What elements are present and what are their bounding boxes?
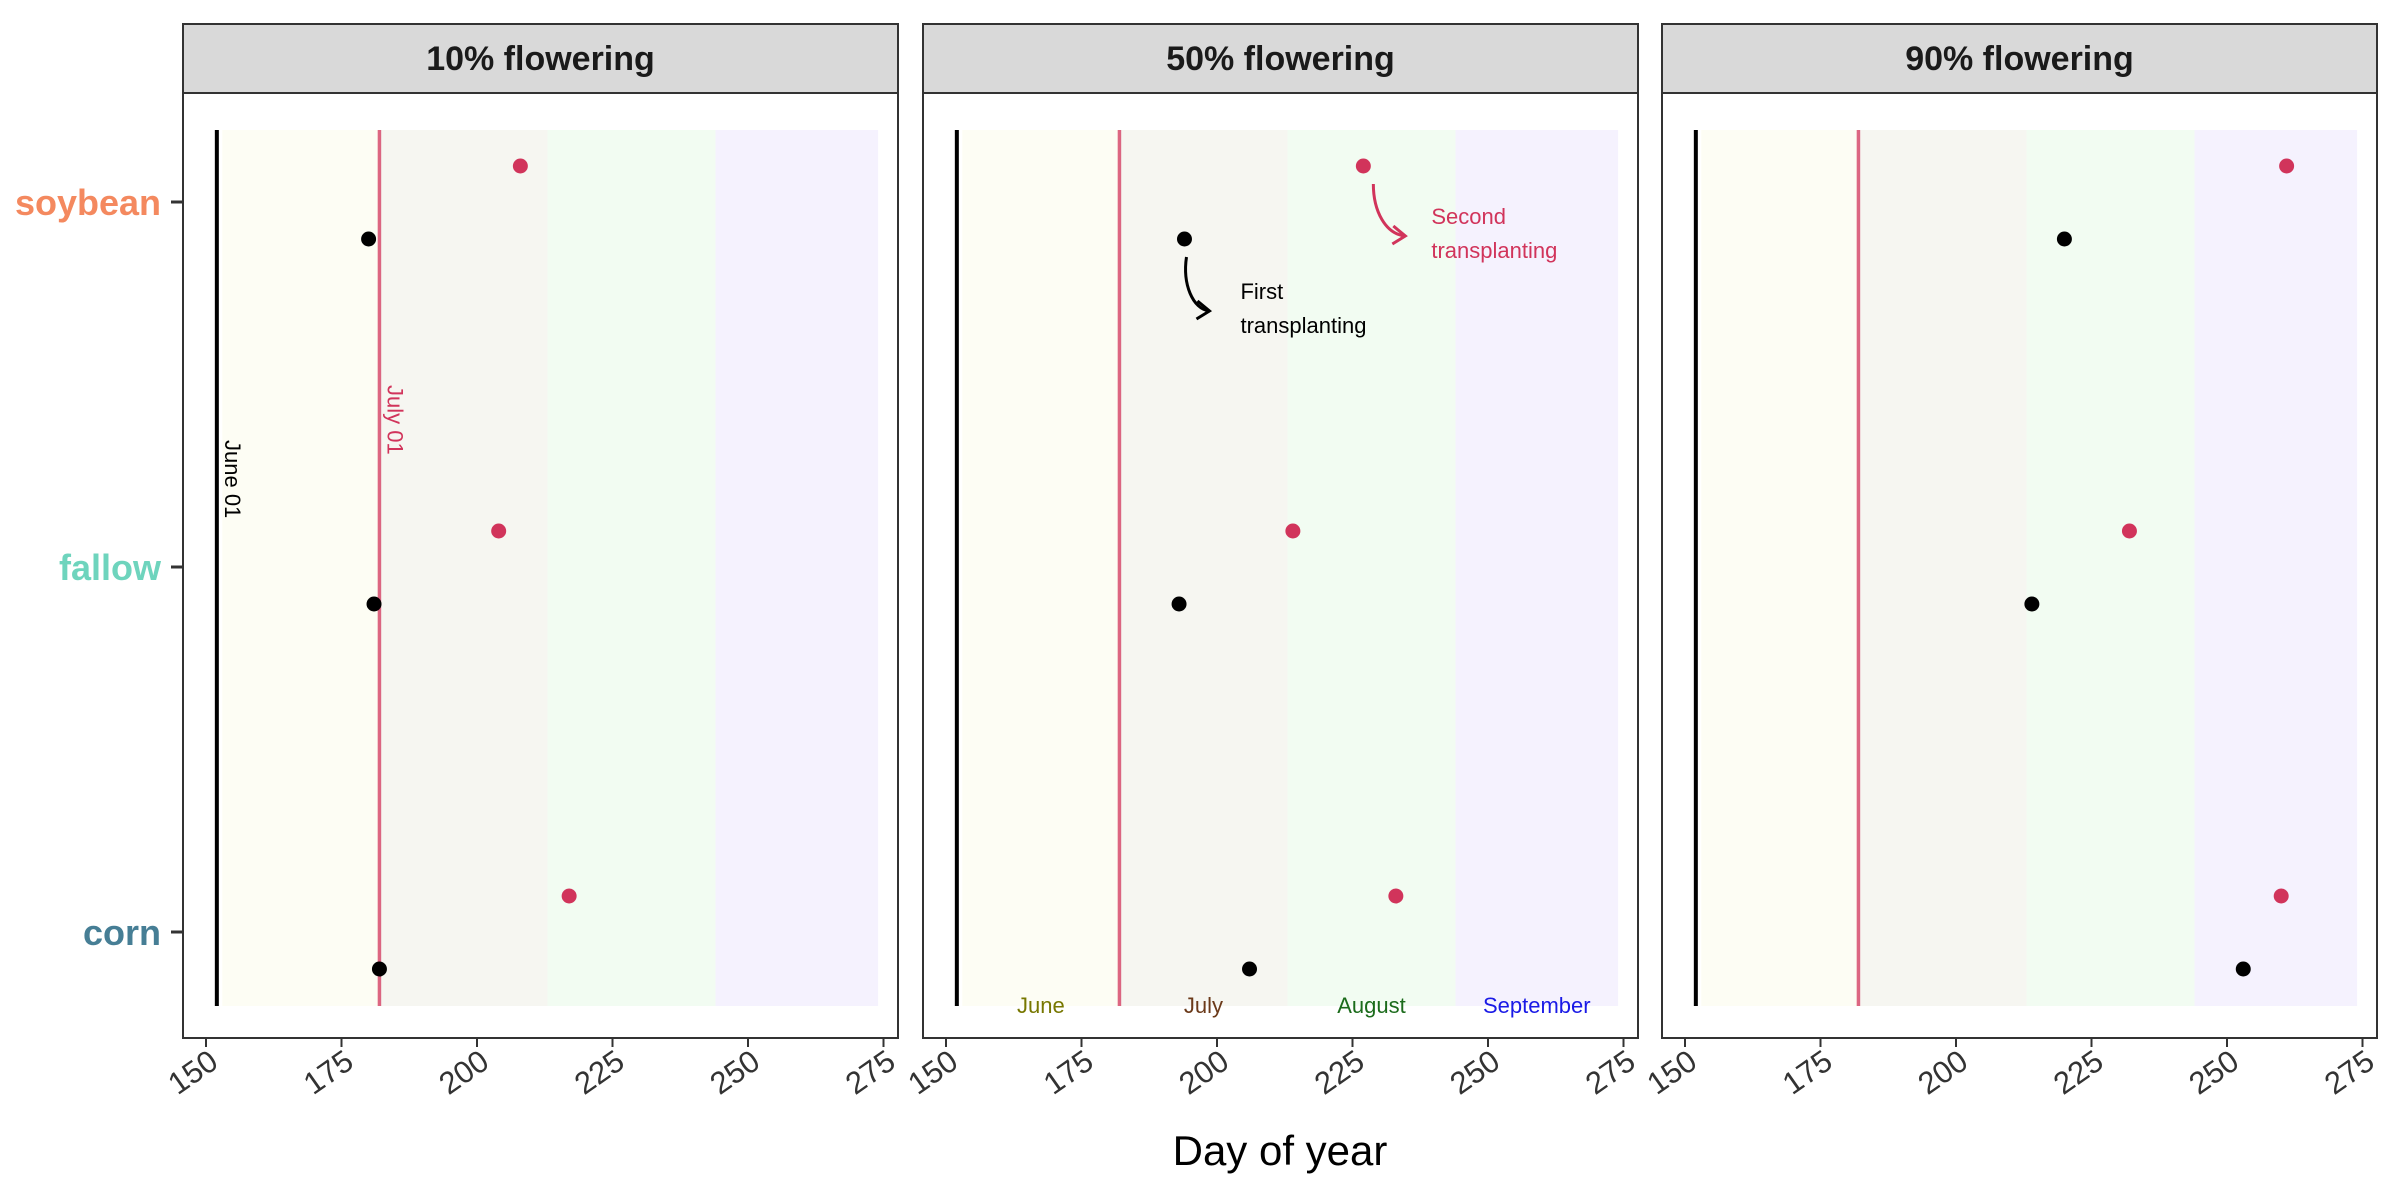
vline-label-june-01: June 01 [220, 440, 245, 518]
month-band-july [1119, 130, 1288, 1006]
x-tick-label: 225 [1308, 1043, 1370, 1101]
strip-header [922, 23, 1639, 94]
x-tick-label: 200 [1173, 1043, 1235, 1101]
month-band-june [1701, 130, 1859, 1006]
annotation-text-line: transplanting [1431, 238, 1557, 263]
annotation-first-transplanting: First transplanting [1184, 256, 1366, 338]
y-tick-label-corn: corn [83, 912, 161, 953]
month-label-july: July [1184, 993, 1223, 1018]
y-tick-label-fallow: fallow [59, 547, 162, 588]
y-tick-label-soybean: soybean [15, 182, 161, 223]
point-corn-second [1388, 888, 1404, 904]
annotation-arrowhead [1391, 224, 1408, 246]
strip-header [182, 23, 899, 94]
month-band-august [2026, 130, 2195, 1006]
month-label-august: August [1337, 993, 1406, 1018]
strip-title: 90% flowering [1905, 40, 2134, 78]
point-corn-first [371, 961, 387, 977]
point-soybean-first [2056, 231, 2072, 247]
point-soybean-second [512, 158, 528, 174]
month-label-june: June [1017, 993, 1065, 1018]
month-label-september: September [1483, 993, 1591, 1018]
month-band-june [962, 130, 1120, 1006]
x-tick-label: 200 [1912, 1043, 1974, 1101]
point-fallow-first [1171, 596, 1187, 612]
x-tick-label: 175 [1037, 1043, 1099, 1101]
annotation-text-line: transplanting [1240, 313, 1366, 338]
x-tick-label: 175 [1776, 1043, 1838, 1101]
point-corn-first [1242, 961, 1258, 977]
month-band-july [379, 130, 548, 1006]
x-tick-label: 150 [1641, 1043, 1703, 1101]
x-tick-label: 275 [2318, 1043, 2380, 1101]
point-corn-second [561, 888, 577, 904]
x-tick-label: 175 [297, 1043, 359, 1101]
point-soybean-first [1176, 231, 1192, 247]
strip-header [1661, 23, 2378, 94]
annotation-text-line: First [1240, 279, 1283, 304]
annotation-second-transplanting: Second transplanting [1371, 183, 1557, 263]
facet-panel-3: 90% flowering 150 175 200 225 250 275 [1641, 23, 2381, 1101]
x-tick-label: 250 [1444, 1043, 1506, 1101]
point-soybean-first [361, 231, 377, 247]
month-band-september [715, 130, 879, 1006]
annotation-arrow [1184, 256, 1210, 313]
point-soybean-second [2279, 158, 2295, 174]
point-corn-second [2273, 888, 2289, 904]
point-fallow-second [2121, 523, 2137, 539]
point-fallow-second [1285, 523, 1301, 539]
month-band-september [2194, 130, 2358, 1006]
x-tick-label: 225 [2047, 1043, 2109, 1101]
month-band-august [547, 130, 716, 1006]
x-tick-label: 150 [902, 1043, 964, 1101]
x-tick-label: 250 [2183, 1043, 2245, 1101]
month-band-september [1455, 130, 1619, 1006]
x-tick-label: 275 [839, 1043, 901, 1101]
x-tick-label: 150 [162, 1043, 224, 1101]
month-band-june [222, 130, 380, 1006]
vline-label-july-01: July 01 [382, 385, 407, 455]
x-axis-label: Day of year [1173, 1127, 1388, 1174]
strip-title: 10% flowering [426, 40, 655, 78]
x-tick-label: 200 [433, 1043, 495, 1101]
point-fallow-first [366, 596, 382, 612]
point-fallow-second [491, 523, 507, 539]
x-tick-label: 275 [1579, 1043, 1641, 1101]
month-band-august [1287, 130, 1456, 1006]
facet-panel-2: June July August September First transplantin… [902, 23, 1642, 1101]
point-corn-first [2235, 961, 2251, 977]
facet-panel-1: June 01 July 01 10% flowering 150 175 200 225 2… [162, 23, 902, 1101]
x-tick-label: 225 [568, 1043, 630, 1101]
x-tick-label: 250 [704, 1043, 766, 1101]
point-fallow-first [2024, 596, 2040, 612]
point-soybean-second [1355, 158, 1371, 174]
annotation-arrow [1371, 183, 1406, 238]
month-band-july [1858, 130, 2027, 1006]
y-axis: soybean fallow corn [15, 182, 183, 953]
annotation-text-line: Second [1431, 204, 1506, 229]
annotation-arrowhead [1195, 299, 1213, 321]
panels-layer: June 01 July 01 10% flowering 150 175 200 225 2… [162, 23, 2381, 1101]
strip-title: 50% flowering [1166, 40, 1395, 78]
